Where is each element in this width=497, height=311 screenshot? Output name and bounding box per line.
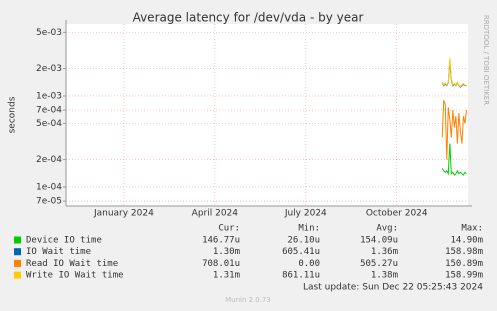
series-line xyxy=(441,99,467,160)
y-tick-label: 1e-03 xyxy=(36,91,62,101)
legend-swatch xyxy=(14,248,21,256)
version: Munin 2.0.73 xyxy=(225,296,271,304)
legend-header: Cur: xyxy=(218,224,240,234)
plot-area xyxy=(66,24,468,206)
legend-label: Write IO Wait time xyxy=(26,271,124,281)
last-update: Last update: Sun Dec 22 05:25:43 2024 xyxy=(303,283,483,293)
legend-stat: 146.77u xyxy=(202,236,240,246)
legend-stat: 861.11u xyxy=(282,271,320,281)
legend-stat: 1.31m xyxy=(213,271,240,281)
legend-swatch xyxy=(14,259,21,267)
y-tick-label: 7e-05 xyxy=(36,197,62,207)
y-tick-label: 2e-03 xyxy=(36,64,62,74)
y-tick-label: 7e-04 xyxy=(36,106,62,116)
legend-header: Min: xyxy=(298,224,320,234)
y-tick-label: 5e-04 xyxy=(36,119,62,129)
legend-stat: 1.36m xyxy=(371,247,398,257)
series-line xyxy=(441,58,467,88)
y-tick-label: 5e-03 xyxy=(36,28,62,38)
legend-stat: 154.09u xyxy=(360,236,398,246)
legend-stat: 158.99m xyxy=(445,271,483,281)
legend-stat: 605.41u xyxy=(282,247,320,257)
legend-label: IO Wait time xyxy=(26,247,91,257)
x-tick-label: July 2024 xyxy=(284,209,327,219)
legend-header: Max: xyxy=(461,224,483,234)
legend-stat: 158.98m xyxy=(445,247,483,257)
legend-swatch xyxy=(14,236,21,244)
x-tick-label: October 2024 xyxy=(366,209,428,219)
legend-stat: 1.30m xyxy=(213,247,240,257)
legend-stat: 1.38m xyxy=(371,271,398,281)
x-tick-label: April 2024 xyxy=(192,209,239,219)
x-tick-label: January 2024 xyxy=(93,209,154,219)
series-line xyxy=(441,143,467,176)
legend-header: Avg: xyxy=(376,224,398,234)
y-tick-label: 1e-04 xyxy=(36,182,62,192)
legend-swatch xyxy=(14,271,21,279)
y-tick-label: 2e-04 xyxy=(36,155,62,165)
legend-stat: 708.01u xyxy=(202,259,240,269)
side-label: RRDTOOL / TOBI OETIKER xyxy=(482,15,490,105)
legend-stat: 14.90m xyxy=(450,236,483,246)
legend-stat: 150.89m xyxy=(445,259,483,269)
y-axis-label: seconds xyxy=(8,96,18,133)
legend-stat: 0.00 xyxy=(298,259,320,269)
chart-title: Average latency for /dev/vda - by year xyxy=(133,11,364,25)
legend-label: Device IO time xyxy=(26,236,102,246)
legend-stat: 505.27u xyxy=(360,259,398,269)
legend-stat: 26.10u xyxy=(287,236,320,246)
legend-label: Read IO Wait time xyxy=(26,259,118,269)
